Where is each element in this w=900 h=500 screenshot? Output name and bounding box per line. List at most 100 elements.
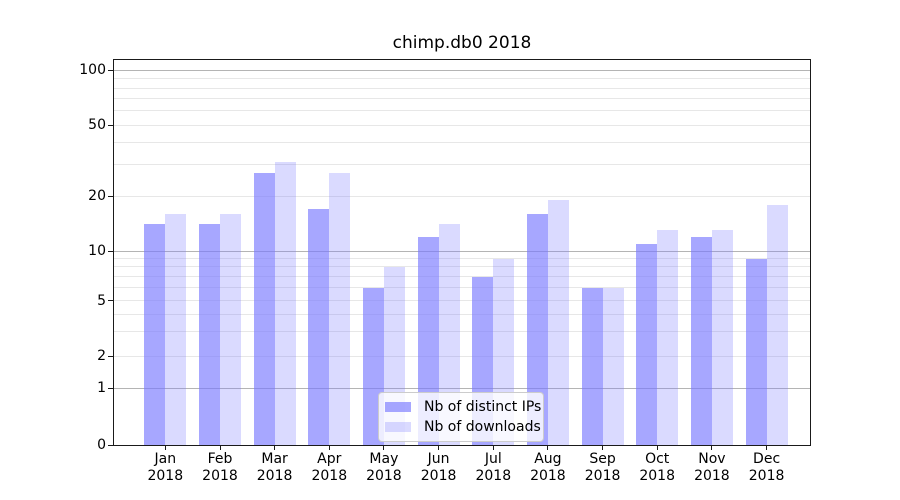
x-tick (274, 446, 276, 450)
y-tick (108, 444, 113, 446)
x-tick-label: Feb 2018 (185, 451, 255, 485)
minor-gridline (114, 124, 810, 126)
plot-area (113, 59, 811, 446)
bar-downloads (547, 200, 569, 445)
x-tick-year: 2018 (366, 468, 402, 484)
bar-downloads (711, 230, 733, 445)
x-tick-label: Oct 2018 (622, 451, 692, 485)
y-tick (108, 124, 113, 126)
x-tick (602, 446, 604, 450)
y-tick-label: 1 (97, 380, 106, 397)
minor-gridline (114, 195, 810, 197)
bar-distinct-ips (199, 224, 220, 445)
legend-label: Nb of downloads (424, 419, 541, 435)
y-tick-label: 10 (88, 243, 106, 259)
x-tick (383, 446, 385, 450)
x-tick-label: Sep 2018 (568, 451, 638, 485)
x-tick-month: Feb (207, 451, 233, 467)
x-tick (711, 446, 713, 450)
bar-distinct-ips (690, 236, 712, 445)
x-tick (328, 446, 330, 450)
x-tick (164, 446, 166, 450)
minor-gridline (114, 142, 810, 144)
bar-downloads (766, 204, 788, 445)
x-tick-month: Aug (534, 451, 562, 467)
x-tick-label: May 2018 (349, 451, 419, 485)
major-gridline (114, 250, 810, 252)
y-tick (108, 195, 113, 197)
bar-distinct-ips (636, 243, 658, 445)
x-tick-month: Sep (589, 451, 616, 467)
x-tick-year: 2018 (748, 468, 785, 484)
x-tick-year: 2018 (420, 468, 457, 484)
x-tick-year: 2018 (584, 468, 621, 484)
legend-label: Nb of distinct IPs (424, 399, 542, 415)
major-gridline (114, 69, 810, 71)
minor-gridline (114, 110, 810, 112)
major-gridline (114, 387, 810, 389)
minor-gridline (114, 266, 810, 268)
bar-distinct-ips (308, 209, 330, 445)
x-tick-label: Jul 2018 (458, 451, 528, 485)
y-tick (108, 387, 113, 389)
minor-gridline (114, 78, 810, 80)
x-tick (438, 446, 440, 450)
x-tick (219, 446, 221, 450)
x-tick-year: 2018 (256, 468, 293, 484)
bar-distinct-ips (253, 173, 275, 445)
x-tick-month: Apr (317, 451, 342, 467)
y-tick-label: 20 (88, 188, 106, 205)
y-tick (108, 300, 113, 301)
x-tick-label: Aug 2018 (513, 451, 583, 485)
minor-gridline (114, 287, 810, 288)
y-tick-label: 50 (88, 117, 106, 134)
x-tick-year: 2018 (694, 468, 730, 484)
y-tick (108, 355, 113, 357)
minor-gridline (114, 300, 810, 301)
x-tick (492, 446, 494, 450)
x-tick-month: Mar (261, 451, 288, 467)
minor-gridline (114, 355, 810, 357)
minor-gridline (114, 98, 810, 100)
bar-downloads (329, 173, 351, 445)
x-tick-year: 2018 (311, 468, 348, 484)
bar-distinct-ips (745, 258, 767, 445)
x-tick-month: Oct (645, 451, 670, 467)
minor-gridline (114, 276, 810, 277)
y-tick-label: 100 (79, 62, 106, 79)
minor-gridline (114, 313, 810, 315)
x-tick-label: Dec 2018 (732, 451, 802, 485)
bar-downloads (274, 162, 296, 445)
x-tick-label: Jun 2018 (404, 451, 474, 485)
y-tick (108, 69, 113, 71)
minor-gridline (114, 164, 810, 166)
x-tick (656, 446, 658, 450)
legend-swatch-distinct-ips (385, 402, 411, 412)
x-tick-month: Jul (484, 451, 502, 467)
chart-title: chimp.db0 2018 (392, 33, 532, 53)
x-tick-year: 2018 (530, 468, 566, 484)
bar-distinct-ips (144, 224, 166, 445)
x-tick-label: Apr 2018 (294, 451, 364, 485)
x-tick-year: 2018 (639, 468, 675, 484)
minor-gridline (114, 258, 810, 259)
y-tick-label: 0 (97, 437, 106, 453)
legend: Nb of distinct IPs Nb of downloads (378, 392, 544, 442)
x-tick-label: Jan 2018 (130, 451, 200, 485)
bar-distinct-ips (581, 287, 603, 445)
bar-downloads (657, 230, 679, 445)
x-tick-year: 2018 (475, 468, 512, 484)
bar-downloads (220, 213, 241, 445)
bar-distinct-ips (526, 213, 548, 445)
bar-downloads (438, 224, 460, 445)
x-tick-year: 2018 (202, 468, 238, 484)
y-tick (108, 250, 113, 252)
x-tick-year: 2018 (147, 468, 184, 484)
legend-item: Nb of distinct IPs (385, 397, 541, 417)
x-tick-month: Dec (753, 451, 781, 467)
legend-swatch-downloads (385, 422, 411, 432)
legend-item: Nb of downloads (385, 417, 541, 437)
minor-gridline (114, 330, 810, 332)
minor-gridline (114, 87, 810, 89)
